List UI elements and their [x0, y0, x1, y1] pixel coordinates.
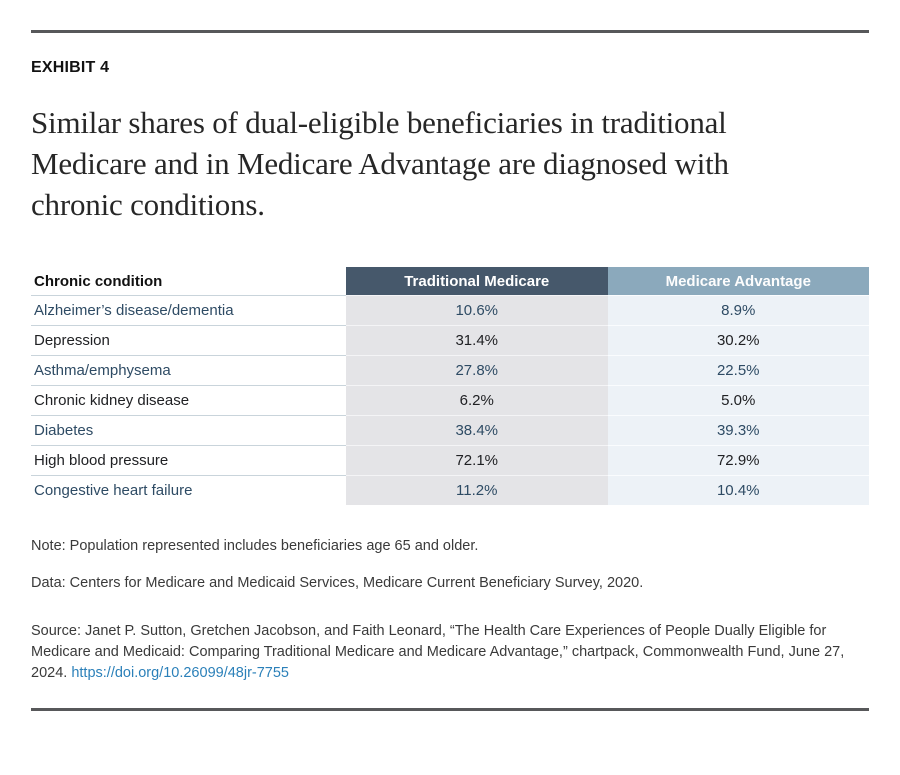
condition-cell: Alzheimer’s disease/dementia [31, 295, 346, 325]
data-source-text: Data: Centers for Medicare and Medicaid … [31, 575, 644, 591]
note-text: Note: Population represented includes be… [31, 538, 479, 554]
table-row: Depression 31.4% 30.2% [31, 325, 869, 355]
source-text: Source: Janet P. Sutton, Gretchen Jacobs… [31, 621, 869, 684]
column-header-traditional-medicare: Traditional Medicare [346, 267, 608, 295]
condition-cell: Asthma/emphysema [31, 355, 346, 385]
medicare-advantage-value: 72.9% [607, 445, 869, 475]
table-row: Diabetes 38.4% 39.3% [31, 415, 869, 445]
traditional-medicare-value: 6.2% [346, 385, 608, 415]
table-header-row: Chronic condition Traditional Medicare M… [31, 267, 869, 295]
condition-cell: Depression [31, 325, 346, 355]
column-header-medicare-advantage: Medicare Advantage [607, 267, 869, 295]
traditional-medicare-value: 10.6% [346, 295, 608, 325]
chronic-conditions-table: Chronic condition Traditional Medicare M… [31, 267, 869, 505]
condition-cell: Diabetes [31, 415, 346, 445]
doi-link[interactable]: https://doi.org/10.26099/48jr-7755 [71, 665, 289, 681]
column-header-chronic-condition: Chronic condition [34, 272, 163, 290]
condition-cell: Congestive heart failure [31, 475, 346, 505]
table-row: High blood pressure 72.1% 72.9% [31, 445, 869, 475]
table-row: Alzheimer’s disease/dementia 10.6% 8.9% [31, 295, 869, 325]
traditional-medicare-value: 27.8% [346, 355, 608, 385]
medicare-advantage-value: 30.2% [607, 325, 869, 355]
medicare-advantage-value: 22.5% [607, 355, 869, 385]
table-row: Congestive heart failure 11.2% 10.4% [31, 475, 869, 505]
medicare-advantage-value: 5.0% [607, 385, 869, 415]
traditional-medicare-value: 72.1% [346, 445, 608, 475]
condition-cell: High blood pressure [31, 445, 346, 475]
medicare-advantage-value: 39.3% [607, 415, 869, 445]
traditional-medicare-value: 11.2% [346, 475, 608, 505]
traditional-medicare-value: 31.4% [346, 325, 608, 355]
traditional-medicare-value: 38.4% [346, 415, 608, 445]
top-divider [31, 30, 869, 33]
medicare-advantage-value: 10.4% [607, 475, 869, 505]
bottom-divider [31, 708, 869, 711]
medicare-advantage-value: 8.9% [607, 295, 869, 325]
condition-cell: Chronic kidney disease [31, 385, 346, 415]
exhibit-title: Similar shares of dual-eligible benefici… [31, 105, 729, 222]
source-citation: Source: Janet P. Sutton, Gretchen Jacobs… [31, 623, 845, 681]
table-row: Chronic kidney disease 6.2% 5.0% [31, 385, 869, 415]
exhibit-label: EXHIBIT 4 [31, 59, 110, 76]
table-row: Asthma/emphysema 27.8% 22.5% [31, 355, 869, 385]
